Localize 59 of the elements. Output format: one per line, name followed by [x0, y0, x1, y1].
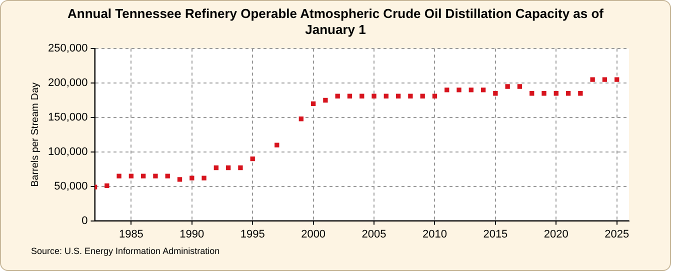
point: [335, 94, 340, 98]
point: [310, 101, 316, 106]
point: [238, 165, 243, 170]
point: [323, 98, 328, 103]
point: [384, 94, 389, 98]
point: [590, 77, 595, 82]
y-tick-label: 50,000: [54, 180, 88, 192]
x-tick-label: 2010: [422, 228, 447, 240]
point: [274, 142, 280, 148]
y-tick-label: 0: [82, 214, 88, 227]
point: [456, 88, 462, 92]
y-tick-label: 250,000: [48, 42, 88, 55]
point: [250, 156, 255, 162]
point: [177, 177, 182, 182]
y-tick-label: 150,000: [48, 112, 88, 124]
point: [505, 84, 510, 89]
x-tick-label: 1995: [240, 228, 265, 240]
y-axis-title: Barrels per Stream Day: [30, 82, 41, 187]
x-tick-label: 2020: [544, 228, 568, 240]
point: [517, 84, 522, 89]
point: [530, 91, 534, 96]
point: [578, 91, 583, 96]
point: [153, 174, 158, 178]
point: [214, 165, 219, 170]
point: [104, 183, 110, 188]
point: [602, 77, 608, 82]
point: [298, 116, 304, 122]
point: [202, 176, 206, 180]
point: [372, 94, 376, 98]
point: [420, 94, 425, 98]
x-tick-label: 2005: [362, 228, 386, 240]
point: [140, 174, 146, 178]
source-note: Source: U.S. Energy Information Administration: [31, 246, 220, 256]
point: [468, 88, 474, 92]
y-tick-label: 200,000: [48, 77, 88, 90]
point: [554, 91, 558, 96]
point: [190, 176, 194, 180]
x-tick-label: 1985: [118, 228, 144, 240]
point: [396, 94, 401, 98]
x-tick-label: 2000: [301, 228, 326, 240]
point: [566, 91, 571, 96]
x-tick-label: 2015: [483, 228, 508, 240]
y-tick-label: 100,000: [48, 146, 88, 158]
point: [128, 174, 134, 178]
point: [444, 88, 450, 92]
chart-title: Annual Tennessee Refinery Operable Atmospheric Crude Oil Distillation Capacity as of January 1: [66, 5, 605, 38]
point: [480, 88, 486, 92]
point: [493, 91, 498, 96]
x-tick-label: 2025: [604, 228, 630, 240]
point: [347, 94, 352, 98]
point: [614, 77, 620, 82]
point: [542, 91, 546, 96]
point: [360, 94, 364, 98]
x-tick-label: 1990: [180, 228, 204, 240]
point: [432, 94, 438, 98]
point: [226, 165, 231, 170]
point: [408, 94, 413, 98]
point: [116, 174, 122, 178]
point: [165, 174, 170, 178]
